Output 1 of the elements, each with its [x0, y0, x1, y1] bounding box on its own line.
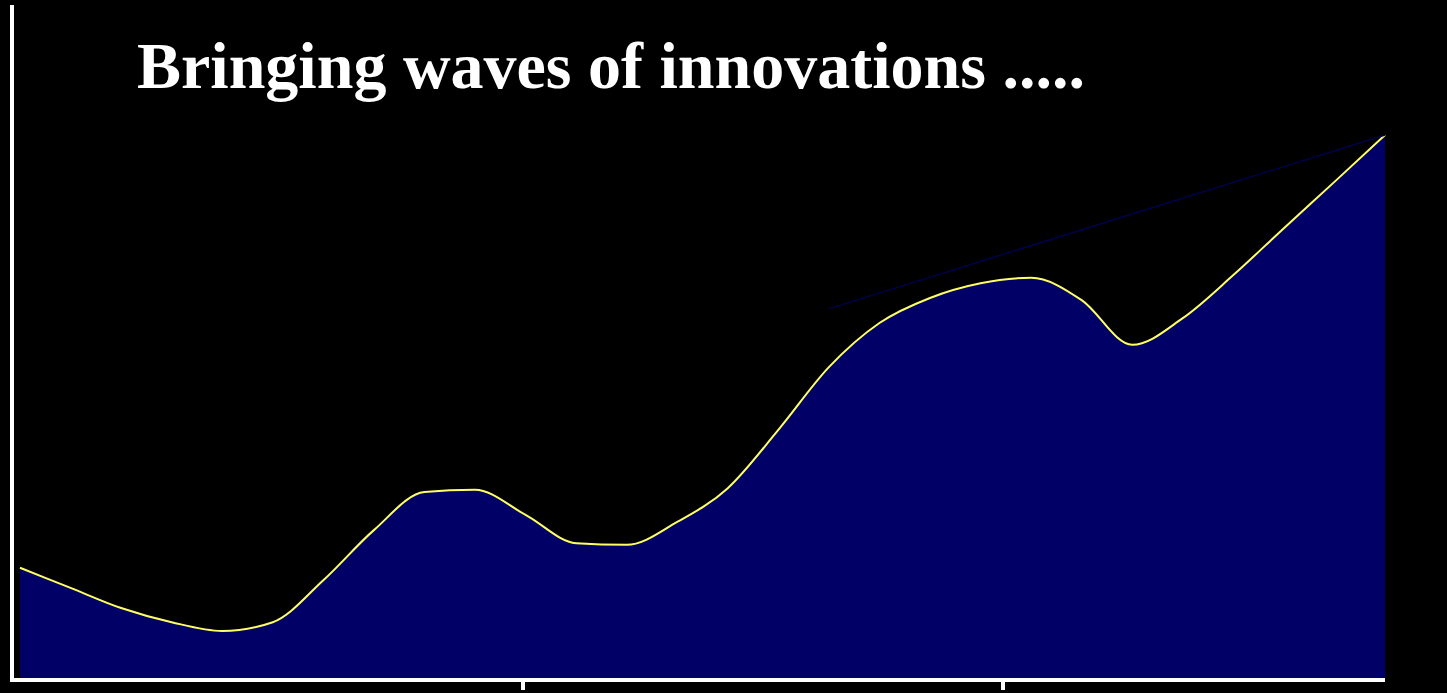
chart-title: Bringing waves of innovations ..... — [137, 28, 1085, 104]
